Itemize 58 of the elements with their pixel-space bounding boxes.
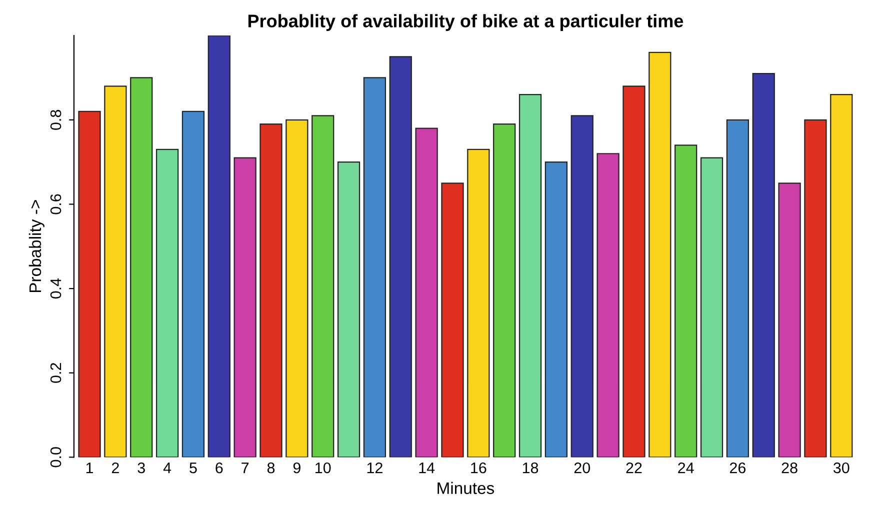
x-tick-label: 24: [678, 462, 694, 474]
bar: [830, 94, 853, 458]
bar: [467, 148, 490, 458]
x-tick-label: 12: [367, 462, 382, 474]
x-tick-label: 16: [471, 462, 486, 474]
chart-title: Probablity of availability of bike at a particuler time: [248, 14, 684, 31]
bar: [752, 72, 775, 458]
y-axis-title: Probablity ->: [28, 200, 44, 292]
bar: [312, 115, 334, 458]
x-tick-label: 20: [574, 462, 590, 474]
y-tick-label: 0.6: [50, 194, 62, 214]
x-tick-label: 5: [190, 462, 197, 474]
bar: [182, 110, 205, 458]
bar: [596, 153, 620, 458]
bar: [78, 110, 101, 458]
x-tick-label: 8: [267, 462, 275, 474]
bar: [493, 124, 516, 458]
x-tick-label: 6: [216, 462, 223, 474]
bar: [570, 115, 594, 458]
bar: [518, 94, 542, 458]
y-tick-label: 0.4: [50, 278, 62, 299]
x-tick-label: 22: [626, 462, 642, 474]
x-tick-label: 4: [163, 462, 172, 474]
bar: [726, 119, 749, 458]
x-tick-label: 7: [242, 462, 249, 474]
bar: [622, 86, 646, 458]
bar: [156, 148, 179, 458]
y-tick-label: 0.8: [50, 110, 62, 130]
bar: [234, 157, 256, 458]
x-tick-label: 10: [316, 462, 331, 474]
x-tick-label: 1: [86, 462, 94, 474]
bar: [674, 144, 698, 458]
bar: [778, 182, 801, 458]
x-tick-label: 14: [419, 462, 435, 474]
bar: [337, 161, 360, 458]
bar: [130, 77, 153, 458]
bar: [415, 128, 438, 458]
bar: [804, 119, 827, 458]
bar: [700, 157, 724, 458]
bar: [286, 119, 308, 458]
bar: [544, 161, 568, 458]
bar: [648, 52, 672, 458]
bar: [363, 77, 386, 458]
x-tick-label: 26: [730, 462, 746, 474]
x-tick-label: 3: [138, 462, 145, 474]
x-tick-label: 30: [833, 462, 850, 474]
x-tick-label: 18: [522, 462, 538, 474]
x-tick-label: 9: [293, 462, 300, 474]
x-tick-label: 2: [112, 462, 119, 474]
bar: [389, 56, 412, 458]
bar: [260, 124, 282, 458]
x-axis-title: Minutes: [438, 482, 494, 494]
y-tick-label: 0.2: [50, 363, 62, 383]
y-tick-label: 0.0: [50, 447, 62, 468]
bar: [104, 86, 127, 458]
bar: [441, 182, 464, 458]
bar: [208, 36, 230, 458]
x-tick-label: 28: [782, 462, 798, 474]
